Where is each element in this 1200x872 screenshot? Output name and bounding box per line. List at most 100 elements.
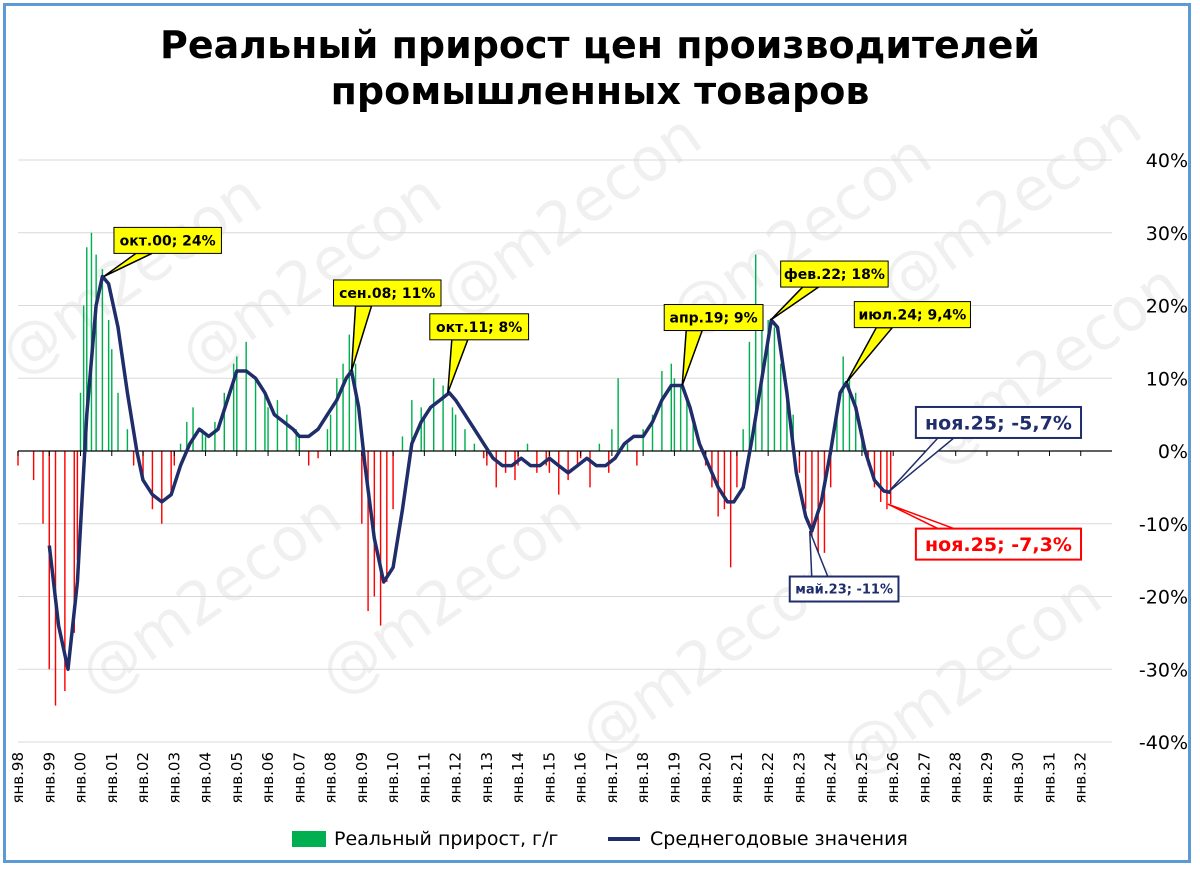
callout-pointer [103,252,153,278]
bar [295,429,297,451]
bar [451,407,454,451]
bar [386,451,388,582]
bar [86,247,88,451]
bar [354,363,357,451]
legend-item-bars: Реальный прирост, г/г [292,828,558,850]
callout-label: сен.08; 11% [339,286,435,302]
callout-pointer [447,339,469,394]
callout-pointer [887,503,955,530]
x-tick-label: янв.98 [9,752,27,804]
x-tick-label: янв.22 [759,752,777,804]
bar [823,451,826,553]
callout-box [780,260,889,288]
bar [151,451,154,510]
x-tick-label: янв.17 [603,752,621,804]
bar [267,407,269,451]
bar [804,451,807,510]
bar [329,414,332,451]
bar [692,421,694,451]
callout-pointer [770,286,822,321]
chart-frame [3,3,1191,863]
x-tick-label: янв.07 [290,752,308,804]
bar [473,443,476,451]
bar [754,254,757,451]
callout-label: окт.00; 24% [120,233,216,249]
bar [76,451,79,561]
bar [336,378,338,451]
callout-box [663,304,764,332]
bar [636,451,638,466]
bar [729,451,732,568]
bar [223,392,226,451]
x-tick-label: янв.14 [509,752,527,804]
bar [576,451,579,466]
callout-pointer [681,329,704,386]
callout-label: фев.22; 18% [784,267,885,283]
callout-label: окт.11; 8% [436,320,522,336]
bar [842,356,844,451]
x-tick-label: янв.99 [40,752,58,804]
x-tick-label: янв.01 [103,752,121,804]
bar [179,443,182,451]
bar [232,363,235,451]
y-tick-label: 20% [1146,296,1188,318]
bar [598,443,601,451]
bar [379,451,382,626]
x-tick-label: янв.24 [822,752,840,804]
x-tick-label: янв.31 [1040,752,1058,804]
x-tick-label: янв.19 [665,752,683,804]
bar [392,451,394,510]
bar [786,392,788,451]
bar [873,451,876,488]
callout-pointer [350,305,373,372]
chart-title-line1: Реальный прирост цен производителей [160,23,1040,67]
x-tick-label: янв.16 [572,752,590,804]
bar [276,400,279,451]
bar [767,320,769,451]
callout-pointer [845,326,894,384]
callout-label: май.23; -11% [795,583,893,598]
bar [214,421,216,451]
bar [589,451,591,488]
bar [642,429,644,451]
bar [17,451,19,466]
legend-swatch-bars [292,831,326,847]
bar [201,429,204,451]
bar [298,436,301,451]
y-tick-label: 40% [1146,150,1188,172]
x-tick-label: янв.18 [634,752,652,804]
bar [483,451,485,459]
bar [526,443,529,451]
legend-item-line: Среднегодовые значения [608,828,908,850]
bar [161,451,163,524]
x-tick-label: янв.10 [384,752,402,804]
callout-box [914,405,1083,439]
chart-title-line2: промышленных товаров [330,69,870,113]
bar [723,451,726,510]
bar [286,414,288,451]
bar [236,356,238,451]
bar [651,414,654,451]
bar [107,320,110,451]
legend: Реальный прирост, г/г Среднегодовые знач… [0,828,1200,852]
bar [367,451,369,612]
bar [411,400,413,451]
callout-box [853,301,971,329]
bar [779,363,782,451]
bar [142,451,144,481]
bar [486,451,488,466]
bar [567,451,569,481]
chart-title: Реальный прирост цен производителей пром… [0,22,1200,114]
bar [204,436,207,451]
x-tick-label: янв.06 [259,752,277,804]
bar [504,451,507,473]
bar [558,451,560,495]
x-tick-label: янв.15 [540,752,558,804]
callout-box [333,279,442,307]
x-tick-label: янв.26 [884,752,902,804]
callout-pointer [887,437,956,494]
bar [95,254,97,451]
x-tick-label: янв.05 [228,752,246,804]
bar [673,378,676,451]
